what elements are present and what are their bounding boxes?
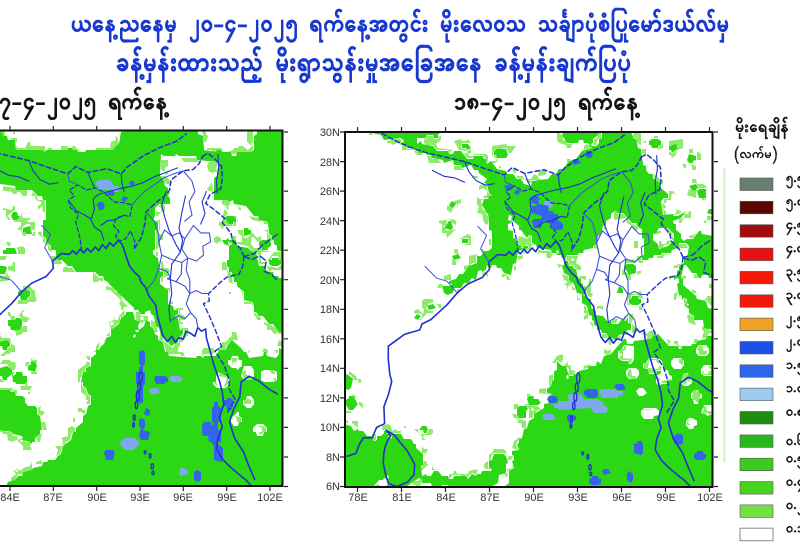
svg-text:96E: 96E [173,492,193,504]
svg-text:78E: 78E [348,492,368,504]
svg-text:102E: 102E [257,492,283,504]
svg-text:96E: 96E [612,492,632,504]
svg-text:30N: 30N [320,127,340,139]
svg-text:90E: 90E [87,492,107,504]
svg-text:14N: 14N [320,363,340,375]
svg-text:90E: 90E [524,492,544,504]
svg-text:93E: 93E [130,492,150,504]
svg-text:87E: 87E [43,492,63,504]
svg-text:22N: 22N [320,245,340,257]
svg-text:6N: 6N [326,481,340,493]
svg-text:16N: 16N [320,334,340,346]
svg-text:8N: 8N [326,452,340,464]
svg-text:84E: 84E [0,492,20,504]
svg-text:84E: 84E [436,492,456,504]
svg-text:99E: 99E [217,492,237,504]
svg-text:10N: 10N [320,422,340,434]
svg-text:102E: 102E [697,492,723,504]
svg-text:20N: 20N [320,275,340,287]
svg-text:93E: 93E [568,492,588,504]
svg-text:99E: 99E [656,492,676,504]
svg-text:28N: 28N [320,157,340,169]
svg-text:26N: 26N [320,186,340,198]
svg-text:87E: 87E [480,492,500,504]
svg-text:12N: 12N [320,393,340,405]
svg-text:81E: 81E [392,492,412,504]
svg-text:18N: 18N [320,304,340,316]
svg-text:24N: 24N [320,216,340,228]
